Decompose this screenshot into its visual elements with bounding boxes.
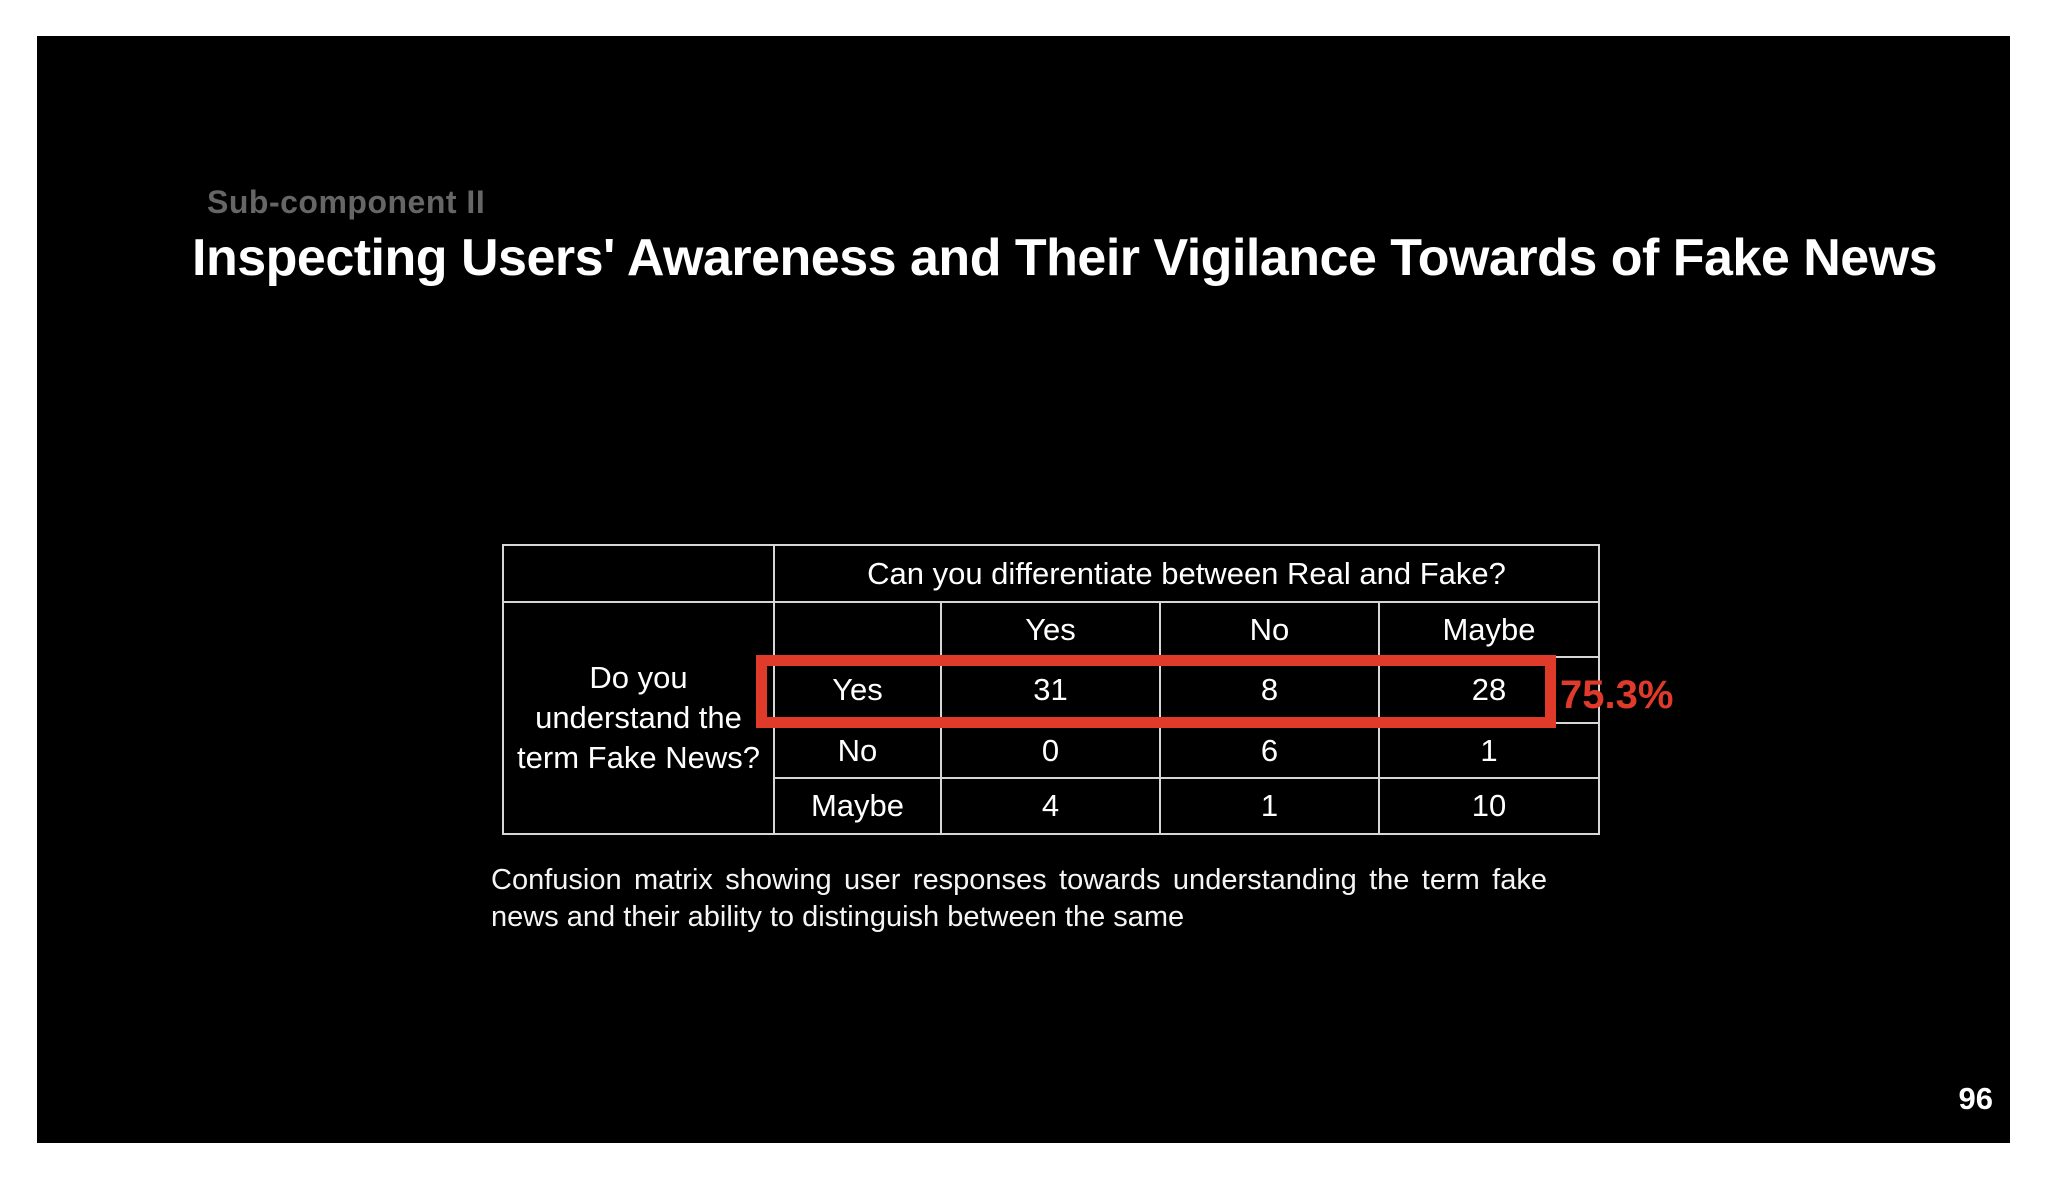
value-maybe-no: 1 — [1159, 777, 1380, 835]
column-header-yes: Yes — [940, 601, 1161, 658]
slide-title: Inspecting Users' Awareness and Their Vi… — [192, 229, 1938, 287]
value-yes-no: 8 — [1159, 656, 1380, 724]
value-no-maybe: 1 — [1378, 722, 1600, 779]
value-maybe-maybe: 10 — [1378, 777, 1600, 835]
eyebrow-label: Sub-component II — [207, 184, 486, 220]
value-no-yes: 0 — [940, 722, 1161, 779]
corner-empty-cell — [502, 544, 775, 603]
confusion-matrix-table: Can you differentiate between Real and F… — [502, 544, 1600, 835]
row-header-maybe: Maybe — [773, 777, 942, 835]
presentation-slide: Sub-component II Inspecting Users' Aware… — [37, 36, 2010, 1143]
row-header-no: No — [773, 722, 942, 779]
value-no-no: 6 — [1159, 722, 1380, 779]
column-header-no: No — [1159, 601, 1380, 658]
row-question-cell: Do you understand the term Fake News? — [502, 601, 775, 835]
subheader-empty-cell — [773, 601, 942, 658]
page-number: 96 — [1958, 1081, 1993, 1116]
value-yes-yes: 31 — [940, 656, 1161, 724]
highlight-percent-label: 75.3% — [1560, 673, 1674, 717]
table-caption: Confusion matrix showing user responses … — [491, 864, 1547, 933]
value-maybe-yes: 4 — [940, 777, 1161, 835]
value-yes-maybe: 28 — [1378, 656, 1600, 724]
column-header-maybe: Maybe — [1378, 601, 1600, 658]
column-question-cell: Can you differentiate between Real and F… — [773, 544, 1600, 603]
row-header-yes: Yes — [773, 656, 942, 724]
